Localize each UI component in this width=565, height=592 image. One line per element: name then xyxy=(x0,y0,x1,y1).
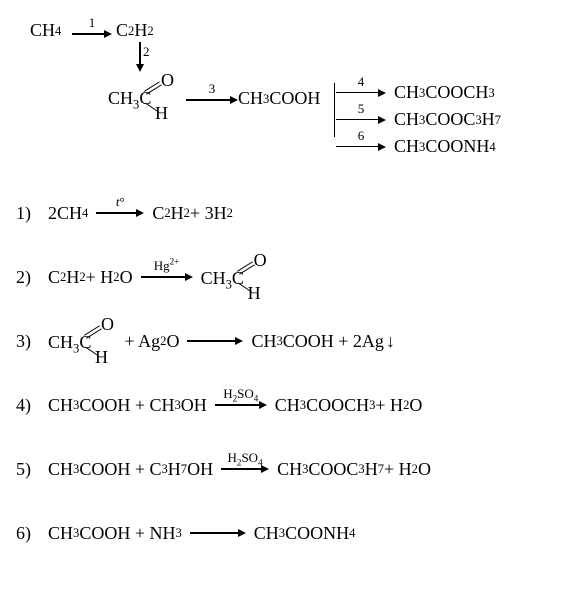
arrow-1-label: 1 xyxy=(72,16,112,29)
eq-num: 1) xyxy=(16,203,42,224)
arrow-6: 6 xyxy=(336,143,386,151)
equation-2: 2) C2H2 + H2O Hg2+ CH3C O H xyxy=(16,254,549,300)
eq2-left: C2H2 + H2O xyxy=(48,267,133,288)
equation-list: 1) 2CH4 t° C2H2 + 3H2 2) C2H2 + H2O Hg2+… xyxy=(16,190,549,556)
arrow-5: 5 xyxy=(336,116,386,124)
eq-num: 2) xyxy=(16,267,42,288)
aldehyde-o: O xyxy=(161,70,174,91)
node-c2h2: C2H2 xyxy=(116,20,154,41)
eq5-arrow: H2SO4 xyxy=(221,465,269,473)
eq5-right: CH3COOC3H7 + H2O xyxy=(277,459,431,480)
arrow-6-label: 6 xyxy=(336,129,386,142)
eq1-cond: t° xyxy=(96,195,144,208)
eq4-cond: H2SO4 xyxy=(215,387,267,400)
arrow-3-label: 3 xyxy=(186,82,238,95)
precipitate-icon: ↓ xyxy=(386,331,395,352)
eq4-left: CH3COOH + CH3OH xyxy=(48,395,207,416)
eq6-arrow xyxy=(190,529,246,537)
eq2-right-aldehyde: CH3C O H xyxy=(201,254,267,300)
equation-6: 6) CH3COOH + NH3 CH3COONH4 xyxy=(16,510,549,556)
eq3-left-aldehyde: CH3C O H xyxy=(48,318,114,364)
arrow-1: 1 xyxy=(72,30,112,38)
eq6-left: CH3COOH + NH3 xyxy=(48,523,182,544)
eq6-right: CH3COONH4 xyxy=(254,523,356,544)
node-methyl-acetate: CH3COOCH3 xyxy=(394,82,495,103)
eq1-right: C2H2 + 3H2 xyxy=(152,203,233,224)
eq1-left: 2CH4 xyxy=(48,203,88,224)
reaction-scheme: CH4 1 C2H2 2 CH3C O H 3 CH3COOH xyxy=(16,18,549,168)
eq3-arrow xyxy=(187,337,243,345)
eq3-plus: + Ag2O xyxy=(120,331,179,352)
eq-num: 5) xyxy=(16,459,42,480)
equation-3: 3) CH3C O H + Ag2O CH3COOH + 2Ag↓ xyxy=(16,318,549,364)
arrow-3: 3 xyxy=(186,96,238,104)
equation-5: 5) CH3COOH + C3H7OH H2SO4 CH3COOC3H7 + H… xyxy=(16,446,549,492)
arrow-4: 4 xyxy=(336,89,386,97)
node-ch4: CH4 xyxy=(30,20,61,41)
equation-1: 1) 2CH4 t° C2H2 + 3H2 xyxy=(16,190,549,236)
eq2-cond: Hg2+ xyxy=(141,259,193,272)
arrow-2-label: 2 xyxy=(143,44,150,60)
arrow-4-label: 4 xyxy=(336,75,386,88)
eq5-cond: H2SO4 xyxy=(221,451,269,464)
eq-num: 3) xyxy=(16,331,42,352)
eq4-right: CH3COOCH3 + H2O xyxy=(275,395,423,416)
aldehyde-h: H xyxy=(155,103,168,124)
eq-num: 6) xyxy=(16,523,42,544)
node-acetaldehyde: CH3C O H xyxy=(108,74,174,120)
eq3-right: CH3COOH + 2Ag↓ xyxy=(251,331,394,352)
node-propyl-acetate: CH3COOC3H7 xyxy=(394,109,501,130)
eq4-arrow: H2SO4 xyxy=(215,401,267,409)
eq2-arrow: Hg2+ xyxy=(141,273,193,281)
eq-num: 4) xyxy=(16,395,42,416)
arrow-5-label: 5 xyxy=(336,102,386,115)
eq5-left: CH3COOH + C3H7OH xyxy=(48,459,213,480)
arrow-2: 2 xyxy=(136,42,144,72)
node-acetic-acid: CH3COOH xyxy=(238,88,320,109)
node-ammonium-acetate: CH3COONH4 xyxy=(394,136,496,157)
equation-4: 4) CH3COOH + CH3OH H2SO4 CH3COOCH3 + H2O xyxy=(16,382,549,428)
eq1-arrow: t° xyxy=(96,209,144,217)
